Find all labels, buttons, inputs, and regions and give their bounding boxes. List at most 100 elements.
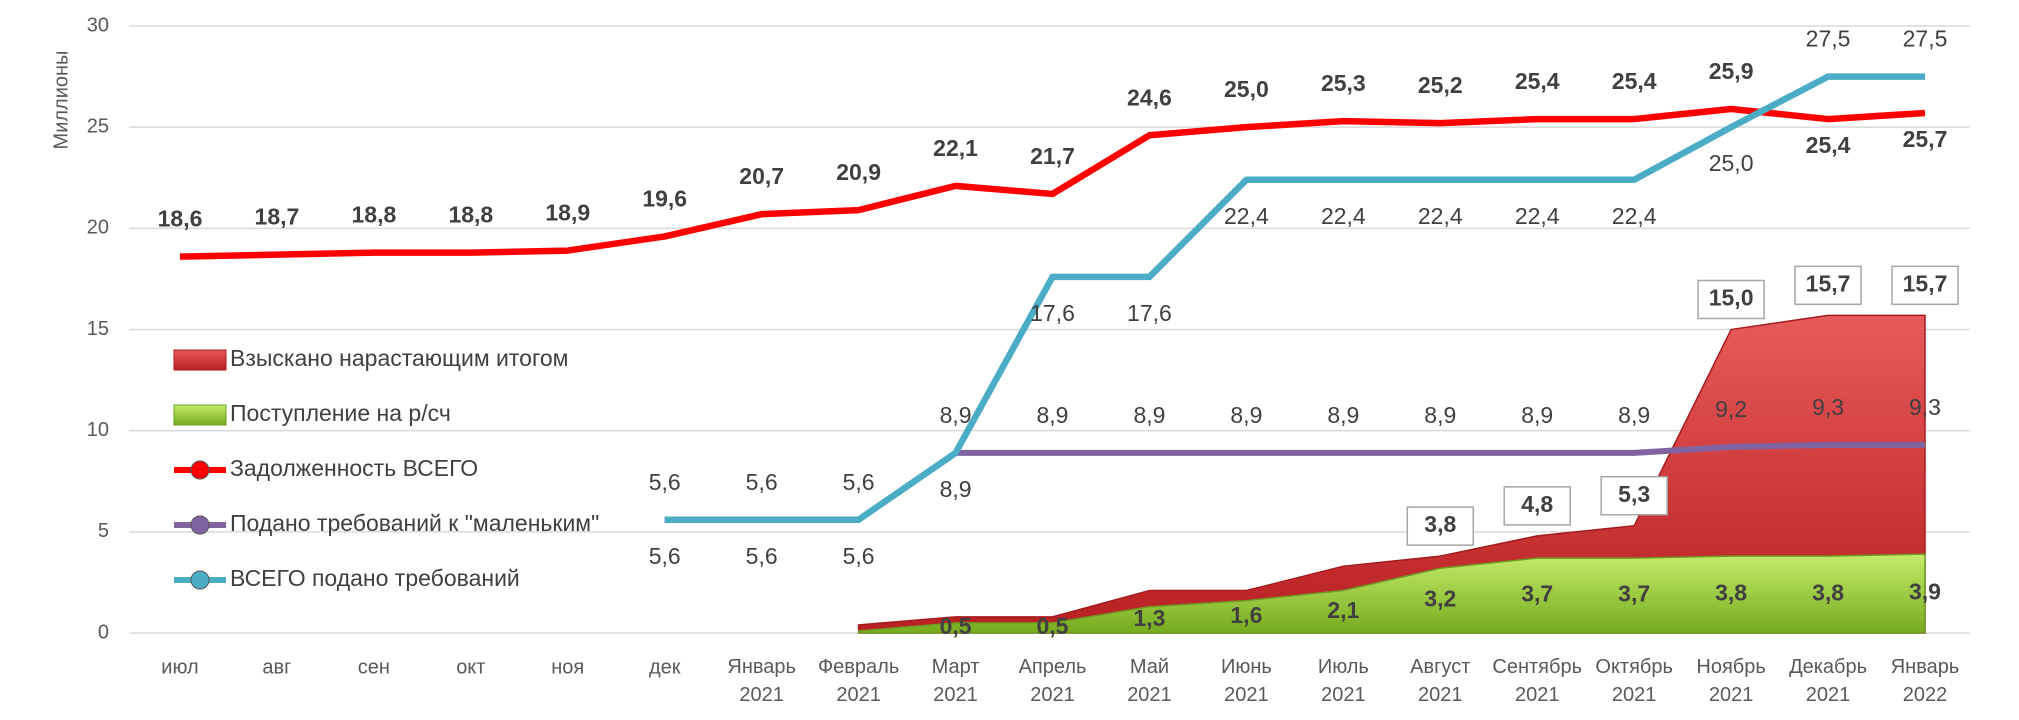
x-tick-line: Сентябрь <box>1492 656 1582 678</box>
data-label: 9,3 <box>1812 394 1844 420</box>
data-label: 20,9 <box>836 159 881 185</box>
data-label: 18,8 <box>352 202 397 228</box>
data-label: 25,0 <box>1224 76 1269 102</box>
data-label: 9,2 <box>1715 396 1747 422</box>
legend-marker <box>190 570 210 590</box>
data-label: 18,7 <box>255 204 300 230</box>
y-axis-label: Миллионы <box>50 51 72 150</box>
data-label: 25,2 <box>1418 72 1463 98</box>
data-label: 25,4 <box>1515 68 1560 94</box>
label-box <box>1503 486 1571 526</box>
line <box>664 73 1925 523</box>
x-tick-line: Июль <box>1318 656 1369 678</box>
data-label: 3,2 <box>1424 586 1456 612</box>
x-tick-line: 2021 <box>739 684 784 706</box>
x-tick-line: 2021 <box>1709 684 1754 706</box>
x-tick-label: Июль 2021 <box>1318 656 1369 706</box>
x-tick-label: дек <box>649 656 681 678</box>
y-tick-label: 5 <box>98 520 109 542</box>
data-label: 25,9 <box>1709 58 1754 84</box>
x-tick-line: 2021 <box>1224 684 1269 706</box>
y-tick-label: 0 <box>98 621 109 643</box>
data-label: 19,6 <box>642 186 687 212</box>
data-label: 8,9 <box>940 402 972 428</box>
x-tick-label: Сентябрь 2021 <box>1492 656 1582 706</box>
x-tick-label: Февраль 2021 <box>818 656 899 706</box>
x-tick-label: Май 2021 <box>1127 656 1172 706</box>
data-label: 5,6 <box>746 469 778 495</box>
y-tick-label: 25 <box>87 115 109 137</box>
x-tick-line: Октябрь <box>1595 656 1673 678</box>
data-label: 22,4 <box>1224 203 1269 229</box>
data-label: 3,8 <box>1715 580 1747 606</box>
data-label: 8,9 <box>1230 402 1262 428</box>
x-tick-line: 2021 <box>933 684 978 706</box>
data-label: 8,9 <box>1133 402 1165 428</box>
area <box>857 314 1926 634</box>
data-label: 24,6 <box>1127 84 1172 110</box>
y-tick-label: 20 <box>87 217 109 239</box>
x-tick-line: 2021 <box>1127 684 1172 706</box>
label-box <box>1697 279 1765 320</box>
data-label: 8,9 <box>1327 402 1359 428</box>
x-tick-line: 2021 <box>1612 684 1657 706</box>
data-label: 27,5 <box>1806 26 1851 52</box>
data-label: 22,4 <box>1418 203 1463 229</box>
data-label: 18,6 <box>158 206 203 232</box>
data-label: 5,6 <box>843 469 875 495</box>
data-label: 21,7 <box>1030 143 1075 169</box>
data-label: 3,8 <box>1424 511 1456 537</box>
x-tick-label: июл <box>161 656 198 678</box>
x-tick-line: 2021 <box>1030 684 1075 706</box>
legend-label: ВСЕГО подано требований <box>230 565 520 591</box>
label-box <box>1891 265 1959 306</box>
x-tick-line: 2022 <box>1903 684 1948 706</box>
x-tick-label: авг <box>262 656 291 678</box>
data-label: 5,6 <box>649 469 681 495</box>
x-tick-line: Июнь <box>1221 656 1272 678</box>
x-tick-label: Октябрь 2021 <box>1595 656 1673 706</box>
legend-swatch <box>173 349 227 371</box>
label-box <box>1600 476 1668 516</box>
data-label: 3,9 <box>1909 579 1941 605</box>
legend-label: Взыскано нарастающим итогом <box>230 345 568 371</box>
x-tick-line: Май <box>1130 656 1169 678</box>
data-label: 17,6 <box>1127 300 1172 326</box>
data-label: 27,5 <box>1903 26 1948 52</box>
data-label: 0,5 <box>1037 613 1069 639</box>
legend-label: Поступление на р/сч <box>230 400 451 426</box>
data-label: 22,1 <box>933 135 978 161</box>
data-label: 1,6 <box>1230 602 1262 628</box>
x-tick-line: Январь <box>1891 656 1960 678</box>
area <box>857 553 1926 634</box>
data-label: 25,4 <box>1806 132 1851 158</box>
x-tick-line: Ноябрь <box>1696 656 1765 678</box>
x-tick-label: сен <box>358 656 390 678</box>
label-box <box>1406 506 1475 546</box>
data-label: 8,9 <box>1037 402 1069 428</box>
x-tick-label: окт <box>456 656 485 678</box>
data-label: 1,3 <box>1133 605 1165 631</box>
x-tick-line: Август <box>1410 656 1470 678</box>
legend-label: Задолженность ВСЕГО <box>230 455 478 481</box>
data-label: 25,4 <box>1612 68 1657 94</box>
data-label: 9,3 <box>1909 394 1941 420</box>
data-label: 22,4 <box>1321 203 1366 229</box>
data-label: 3,7 <box>1618 581 1650 607</box>
x-tick-line: Январь <box>727 656 796 678</box>
data-label: 8,9 <box>1618 402 1650 428</box>
line <box>179 105 1926 260</box>
x-tick-label: Ноябрь 2021 <box>1696 656 1765 706</box>
y-tick-label: 30 <box>87 14 109 36</box>
data-label: 8,9 <box>1424 402 1456 428</box>
data-label: 2,1 <box>1327 597 1359 623</box>
x-tick-line: Февраль <box>818 656 899 678</box>
label-box <box>1794 265 1862 306</box>
data-label: 25,3 <box>1321 70 1366 96</box>
x-tick-label: Январь 2022 <box>1891 656 1960 706</box>
x-tick-label: Январь 2021 <box>727 656 796 706</box>
x-tick-label: Декабрь 2021 <box>1789 656 1867 706</box>
legend-label: Подано требований к "маленьким" <box>230 510 599 536</box>
data-label: 5,6 <box>843 543 875 569</box>
